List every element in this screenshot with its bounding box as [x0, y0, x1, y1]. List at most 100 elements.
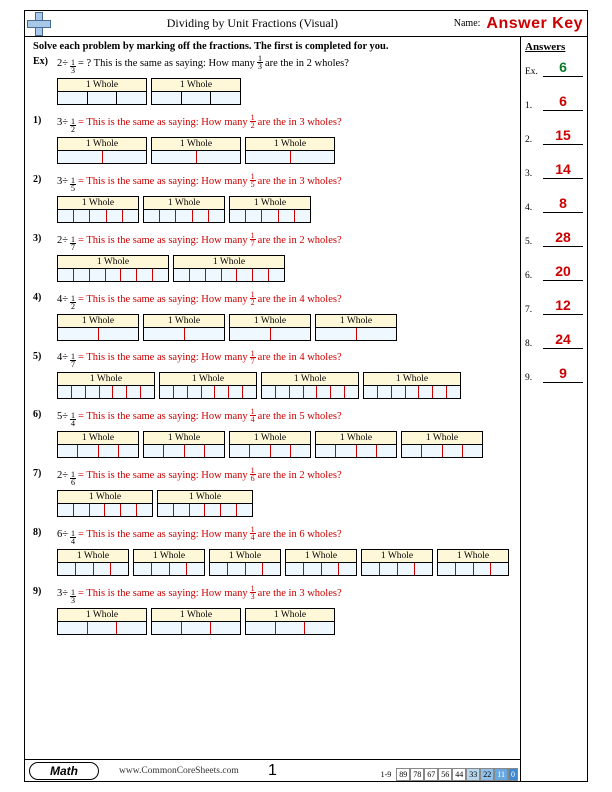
whole-label: 1 Whole: [230, 315, 310, 328]
wholes-row: 1 Whole1 Whole1 Whole1 Whole: [57, 314, 512, 341]
whole-block: 1 Whole: [57, 255, 169, 282]
problem-row: Ex)2÷13 = ? This is the same as saying: …: [33, 56, 512, 105]
fraction-parts: [438, 563, 508, 575]
problem-number: 1): [33, 115, 51, 126]
whole-block: 1 Whole: [401, 431, 483, 458]
answer-line: 7.12: [525, 297, 583, 315]
fraction-parts: [210, 563, 280, 575]
fraction-parts: [58, 386, 154, 398]
whole-block: 1 Whole: [229, 314, 311, 341]
whole-label: 1 Whole: [152, 609, 240, 622]
answer-label: 4.: [525, 203, 543, 213]
problem-row: 6)5÷14 = This is the same as saying: How…: [33, 409, 512, 458]
problem-number: 2): [33, 174, 51, 185]
whole-block: 1 Whole: [229, 196, 311, 223]
problem-statement: 4÷17 = This is the same as saying: How m…: [57, 351, 512, 370]
fraction-parts: [134, 563, 204, 575]
answer-label: 6.: [525, 271, 543, 281]
problem-row: 4)4÷12 = This is the same as saying: How…: [33, 292, 512, 341]
fraction-parts: [152, 92, 240, 104]
fraction-parts: [402, 445, 482, 457]
fraction-parts: [246, 151, 334, 163]
score-cell: 78: [410, 768, 424, 781]
footer: Math www.CommonCoreSheets.com 1 1-9 8978…: [25, 759, 520, 781]
whole-label: 1 Whole: [362, 550, 432, 563]
whole-block: 1 Whole: [173, 255, 285, 282]
whole-block: 1 Whole: [143, 196, 225, 223]
whole-label: 1 Whole: [152, 138, 240, 151]
whole-block: 1 Whole: [57, 372, 155, 399]
name-label: Name:: [454, 18, 481, 29]
problem-number: 9): [33, 586, 51, 597]
whole-label: 1 Whole: [58, 550, 128, 563]
answer-label: 9.: [525, 373, 543, 383]
whole-block: 1 Whole: [57, 549, 129, 576]
score-cell: 67: [424, 768, 438, 781]
problem-number: 5): [33, 351, 51, 362]
answer-label: 2.: [525, 135, 543, 145]
problem-row: 9)3÷13 = This is the same as saying: How…: [33, 586, 512, 635]
whole-block: 1 Whole: [151, 608, 241, 635]
answer-line: 6.20: [525, 263, 583, 281]
problem-row: 1) 3÷12 = This is the same as saying: How…: [33, 115, 512, 164]
whole-label: 1 Whole: [152, 79, 240, 92]
whole-label: 1 Whole: [402, 432, 482, 445]
whole-label: 1 Whole: [58, 609, 146, 622]
answers-sidebar: Answers Ex.61.62.153.144.85.286.207.128.…: [521, 37, 587, 781]
answer-label: 8.: [525, 339, 543, 349]
score-cell: 56: [438, 768, 452, 781]
page-number: 1: [268, 762, 277, 780]
whole-label: 1 Whole: [58, 256, 168, 269]
answer-label: Ex.: [525, 67, 543, 77]
whole-block: 1 Whole: [285, 549, 357, 576]
instructions: Solve each problem by marking off the fr…: [33, 41, 512, 52]
whole-block: 1 Whole: [57, 137, 147, 164]
whole-block: 1 Whole: [57, 490, 153, 517]
problem-statement: 3÷12 = This is the same as saying: How m…: [57, 115, 512, 134]
main-column: Solve each problem by marking off the fr…: [25, 37, 521, 781]
fraction-parts: [152, 622, 240, 634]
answer-label: 3.: [525, 169, 543, 179]
whole-label: 1 Whole: [246, 609, 334, 622]
whole-label: 1 Whole: [144, 197, 224, 210]
whole-block: 1 Whole: [209, 549, 281, 576]
problem-statement: 2÷17 = This is the same as saying: How m…: [57, 233, 512, 252]
whole-label: 1 Whole: [316, 432, 396, 445]
problem-row: 2)3÷15 = This is the same as saying: How…: [33, 174, 512, 223]
answer-line: 2.15: [525, 127, 583, 145]
whole-block: 1 Whole: [57, 196, 139, 223]
answer-value: 8: [543, 195, 583, 213]
fraction-parts: [316, 328, 396, 340]
whole-label: 1 Whole: [262, 373, 358, 386]
wholes-row: 1 Whole 1 Whole 1 Whole: [57, 608, 512, 635]
source-url: www.CommonCoreSheets.com: [119, 766, 239, 776]
answer-line: Ex.6: [525, 59, 583, 77]
problem-statement: 5÷14 = This is the same as saying: How m…: [57, 409, 512, 428]
whole-label: 1 Whole: [210, 550, 280, 563]
whole-block: 1 Whole: [315, 431, 397, 458]
whole-label: 1 Whole: [58, 138, 146, 151]
answer-value: 15: [543, 127, 583, 145]
whole-block: 1 Whole: [315, 314, 397, 341]
score-strip: 1-9 89786756443322110: [381, 770, 518, 779]
whole-block: 1 Whole: [133, 549, 205, 576]
whole-block: 1 Whole: [57, 314, 139, 341]
fraction-parts: [362, 563, 432, 575]
whole-label: 1 Whole: [174, 256, 284, 269]
answer-line: 4.8: [525, 195, 583, 213]
whole-label: 1 Whole: [230, 432, 310, 445]
fraction-parts: [230, 445, 310, 457]
whole-label: 1 Whole: [230, 197, 310, 210]
whole-block: 1 Whole: [143, 431, 225, 458]
score-cell: 22: [480, 768, 494, 781]
worksheet-page: Dividing by Unit Fractions (Visual) Name…: [24, 10, 588, 782]
problem-number: 8): [33, 527, 51, 538]
problem-row: 5) 4÷17 = This is the same as saying: How…: [33, 351, 512, 400]
whole-label: 1 Whole: [364, 373, 460, 386]
wholes-row: 1 Whole1 Whole1 Whole1 Whole1 Whole: [57, 431, 512, 458]
fraction-parts: [144, 445, 224, 457]
answers-title: Answers: [525, 41, 583, 53]
fraction-parts: [158, 504, 252, 516]
whole-label: 1 Whole: [58, 373, 154, 386]
answer-label: 7.: [525, 305, 543, 315]
